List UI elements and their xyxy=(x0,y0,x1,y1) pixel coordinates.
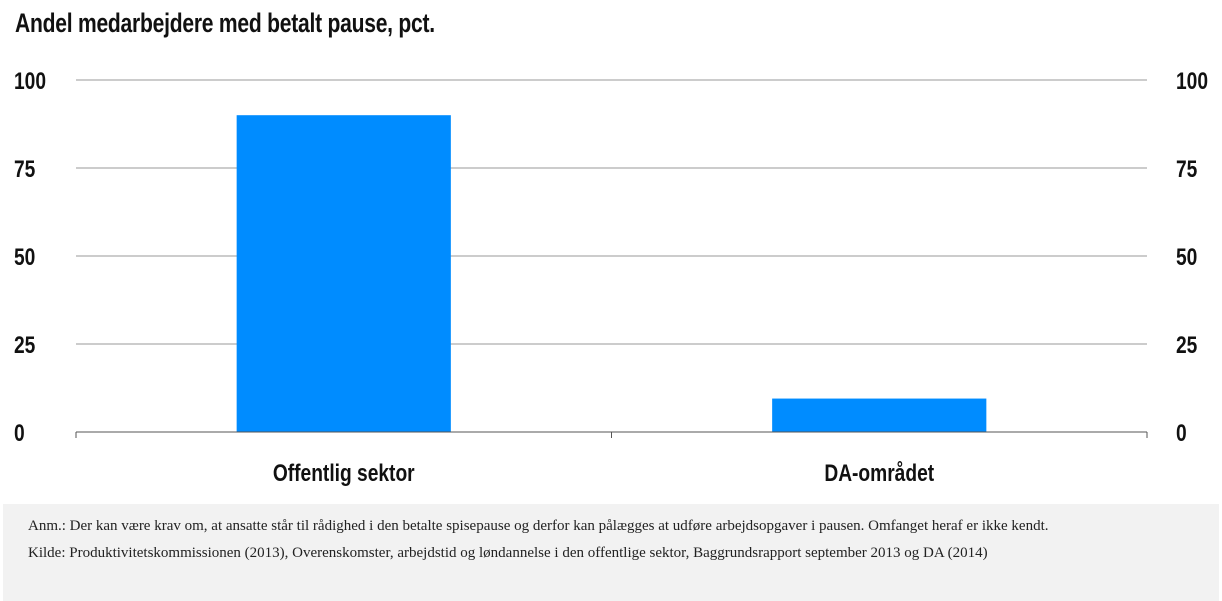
y-tick-label-left: 75 xyxy=(14,155,35,183)
y-tick-label-left: 0 xyxy=(14,419,25,447)
y-tick-label-right: 25 xyxy=(1176,331,1197,359)
note-kilde: Kilde: Produktivitetskommissionen (2013)… xyxy=(28,545,988,561)
y-tick-label-right: 75 xyxy=(1176,155,1197,183)
y-tick-label-left: 100 xyxy=(14,67,46,95)
y-tick-label-left: 25 xyxy=(14,331,35,359)
y-tick-label-left: 50 xyxy=(14,243,35,271)
y-tick-label-right: 0 xyxy=(1176,419,1187,447)
bar xyxy=(772,398,987,432)
note-anm: Anm.: Der kan være krav om, at ansatte s… xyxy=(28,518,1049,534)
bar-chart: 0 25 50 75 100 0 25 50 75 100 Offentlig sektor DA… xyxy=(14,67,1208,487)
notes-panel: Anm.: Der kan være krav om, at ansatte s… xyxy=(3,504,1219,601)
x-axis: Offentlig sektor DA-området xyxy=(75,431,1148,487)
x-category-label: Offentlig sektor xyxy=(273,459,415,487)
y-axis-left: 0 25 50 75 100 xyxy=(14,67,46,447)
chart-title: Andel medarbejdere med betalt pause, pct… xyxy=(15,8,435,38)
y-tick-label-right: 50 xyxy=(1176,243,1197,271)
x-category-label: DA-området xyxy=(824,459,934,487)
bars xyxy=(236,115,987,432)
y-tick-label-right: 100 xyxy=(1176,67,1208,95)
bar xyxy=(236,115,451,432)
y-axis-right: 0 25 50 75 100 xyxy=(1176,67,1208,447)
